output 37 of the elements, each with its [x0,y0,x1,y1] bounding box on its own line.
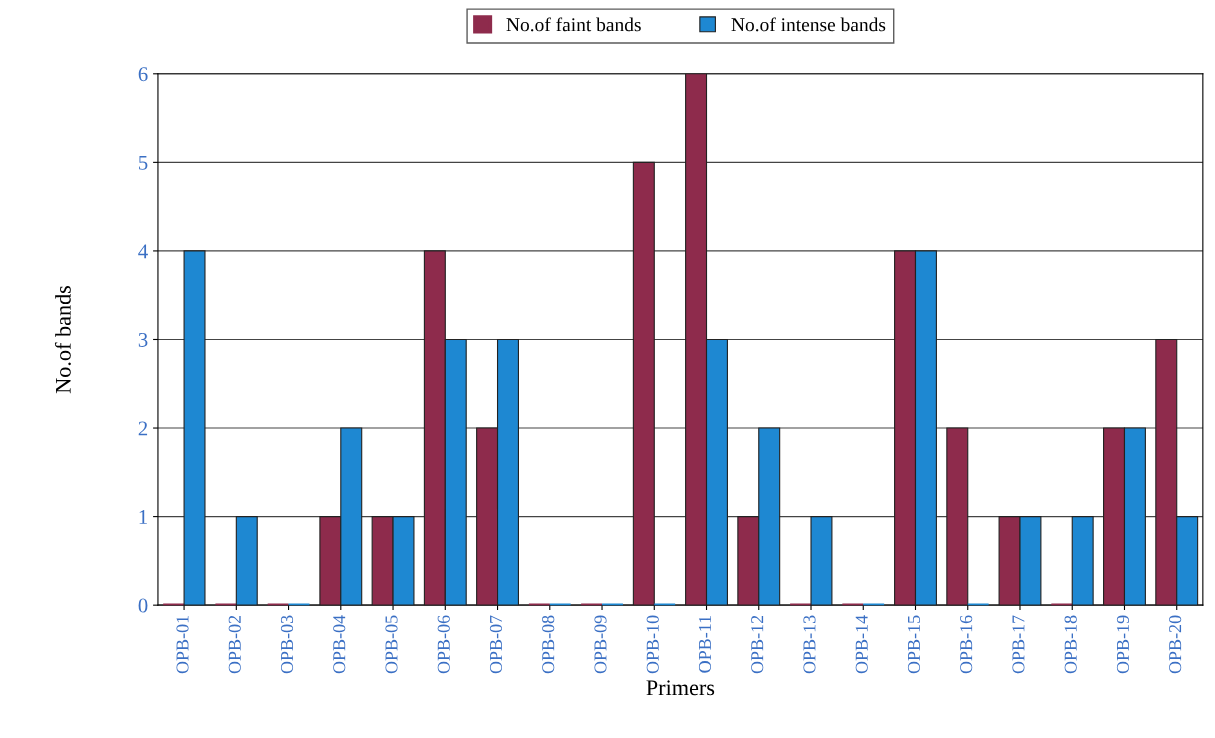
x-tick-label: OPB-13 [803,615,816,674]
y-tick-label: 0 [138,598,148,613]
x-tick-label: OPB-08 [542,615,555,674]
legend-label: No.of intense bands [731,17,886,32]
x-tick-label: OPB-12 [751,615,764,674]
x-tick-label: OPB-09 [594,615,607,674]
x-tick-label: OPB-16 [960,615,973,674]
x-tick-label: OPB-14 [855,615,868,674]
bar [946,427,969,606]
x-tick-label: OPB-04 [333,615,346,674]
x-tick-label: OPB-10 [646,615,659,674]
y-tick-label: 1 [139,510,147,524]
y-tick-label: 3 [138,332,148,347]
x-tick-label: OPB-20 [1169,615,1182,674]
y-tick-label: 4 [138,244,148,259]
x-tick-label: OPB-05 [385,615,398,674]
x-tick-label: OPB-06 [437,615,450,674]
x-tick-label: OPB-15 [907,615,921,674]
x-tick-label: OPB-02 [228,615,241,674]
x-tick-label: OPB-11 [698,615,712,673]
legend-label: No.of faint bands [506,17,641,32]
y-tick-label: 5 [139,155,148,170]
x-tick-label: OPB-03 [280,615,294,674]
x-tick-label: OPB-18 [1064,615,1077,674]
x-axis-title: Primers [646,680,715,696]
x-tick-label: OPB-17 [1012,615,1025,674]
x-tick-label: OPB-07 [489,615,503,674]
bar [1071,516,1094,606]
y-tick-label: 6 [138,67,148,82]
bar [632,161,655,606]
y-tick-label: 2 [138,421,148,436]
bar [810,516,833,606]
y-axis-title: No.of bands [54,285,71,394]
bar [183,250,206,606]
x-tick-label: OPB-01 [176,615,189,674]
bar [235,516,258,606]
x-tick-label: OPB-19 [1116,615,1129,674]
